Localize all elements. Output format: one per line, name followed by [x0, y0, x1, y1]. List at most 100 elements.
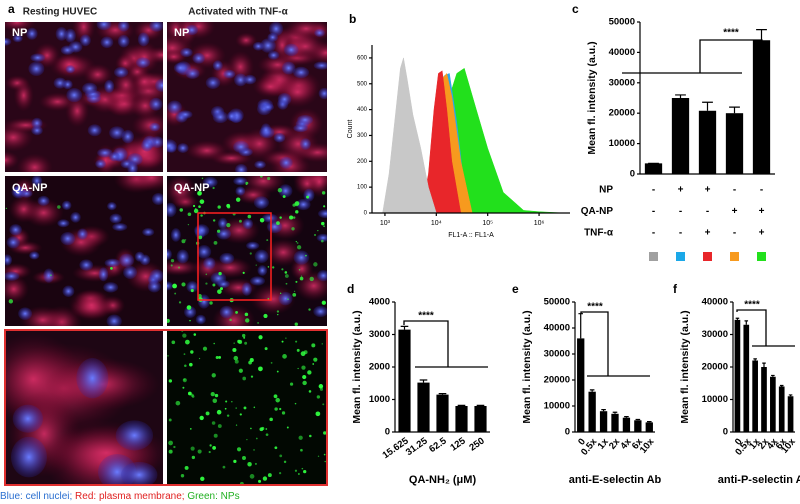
nucleus: [31, 125, 43, 136]
nanoparticle: [294, 402, 297, 405]
nucleus: [13, 185, 23, 197]
significance: ****: [723, 28, 739, 39]
nanoparticle: [220, 287, 223, 291]
nanoparticle: [274, 407, 278, 411]
nucleus: [233, 176, 248, 186]
nucleus: [155, 78, 163, 92]
nanoparticle: [212, 283, 216, 287]
nanoparticle: [247, 214, 252, 219]
cell: [34, 42, 60, 69]
nucleus: [297, 114, 313, 125]
nanoparticle: [184, 465, 189, 470]
nucleus: [212, 60, 223, 71]
nanoparticle: [238, 219, 242, 223]
row-mark: +: [732, 206, 738, 217]
nucleus: [210, 272, 227, 285]
y-tick-label: 0: [565, 427, 570, 438]
nanoparticle: [217, 205, 221, 209]
nanoparticle: [308, 390, 312, 393]
nanoparticle: [168, 379, 173, 383]
nucleus: [316, 233, 327, 242]
nanoparticle: [209, 444, 212, 447]
nanoparticle: [211, 373, 216, 378]
cell: [167, 176, 197, 207]
nucleus: [313, 61, 327, 70]
x-tick-label: 250: [467, 436, 486, 454]
nanoparticle: [294, 322, 298, 326]
nucleus: [318, 87, 327, 100]
nucleus: [267, 220, 283, 234]
nucleus: [261, 213, 278, 223]
bar: [436, 394, 449, 432]
nucleus: [96, 22, 112, 31]
nanoparticle: [236, 447, 242, 452]
x-tick-label: 125: [448, 435, 468, 454]
nanoparticle: [218, 355, 222, 359]
cell: [235, 32, 258, 49]
x-tick-label: 0: [576, 436, 588, 447]
nucleus: [203, 257, 216, 270]
nanoparticle: [167, 355, 169, 357]
micrograph-content: [5, 22, 163, 172]
nanoparticle: [170, 258, 175, 263]
nucleus: [318, 209, 327, 219]
nanoparticle: [285, 282, 288, 285]
row-mark: -: [679, 206, 682, 217]
caption-blue: Blue: cell nuclei;: [0, 491, 72, 502]
nucleus: [254, 249, 269, 263]
nanoparticle: [313, 357, 318, 362]
nanoparticle: [292, 292, 297, 297]
nucleus: [9, 224, 22, 236]
nanoparticle: [254, 462, 257, 465]
nanoparticle: [233, 355, 239, 361]
nanoparticle: [180, 474, 185, 478]
bar: [398, 329, 411, 432]
cell: [250, 283, 296, 315]
panel-label: b: [349, 12, 356, 26]
nanoparticle: [226, 203, 231, 208]
swatch: [703, 252, 712, 261]
nanoparticle: [297, 367, 299, 370]
row-mark: -: [760, 185, 763, 196]
panel-label: d: [347, 282, 354, 296]
nucleus: [149, 97, 163, 111]
x-tick-label: 62.5: [427, 435, 449, 455]
row-mark: -: [652, 228, 655, 239]
nucleus: [62, 285, 75, 297]
nanoparticle: [217, 424, 222, 428]
nanoparticle: [314, 233, 316, 236]
nanoparticle: [317, 455, 320, 457]
nanoparticle: [234, 359, 239, 364]
row-mark: +: [678, 185, 684, 196]
nanoparticle: [215, 355, 219, 359]
nanoparticle: [323, 225, 325, 228]
nucleus: [202, 176, 218, 188]
nucleus: [60, 45, 75, 55]
nucleus: [167, 248, 172, 260]
bar: [645, 422, 653, 432]
nanoparticle: [190, 393, 194, 397]
sig-bracket: [622, 39, 763, 74]
y-tick-label: 0: [723, 427, 728, 438]
nanoparticle: [208, 450, 211, 454]
nucleus: [261, 103, 275, 112]
nanoparticle: [57, 205, 61, 209]
nanoparticle: [323, 205, 326, 208]
nanoparticle: [232, 347, 237, 353]
nanoparticle: [294, 201, 300, 207]
nanoparticle: [321, 221, 325, 226]
y-tick-label: 0: [364, 211, 368, 217]
nanoparticle: [309, 434, 312, 438]
nucleus: [103, 282, 119, 293]
nanoparticle: [224, 407, 227, 410]
nanoparticle: [186, 305, 192, 310]
nanoparticle: [289, 215, 294, 220]
bar: [455, 406, 468, 432]
nucleus: [142, 228, 155, 237]
nanoparticle: [282, 354, 287, 359]
y-tick-label: 4000: [369, 297, 390, 308]
nanoparticle: [189, 319, 191, 322]
nucleus: [149, 269, 163, 283]
nanoparticle: [323, 431, 327, 435]
error-bar: [788, 394, 793, 397]
